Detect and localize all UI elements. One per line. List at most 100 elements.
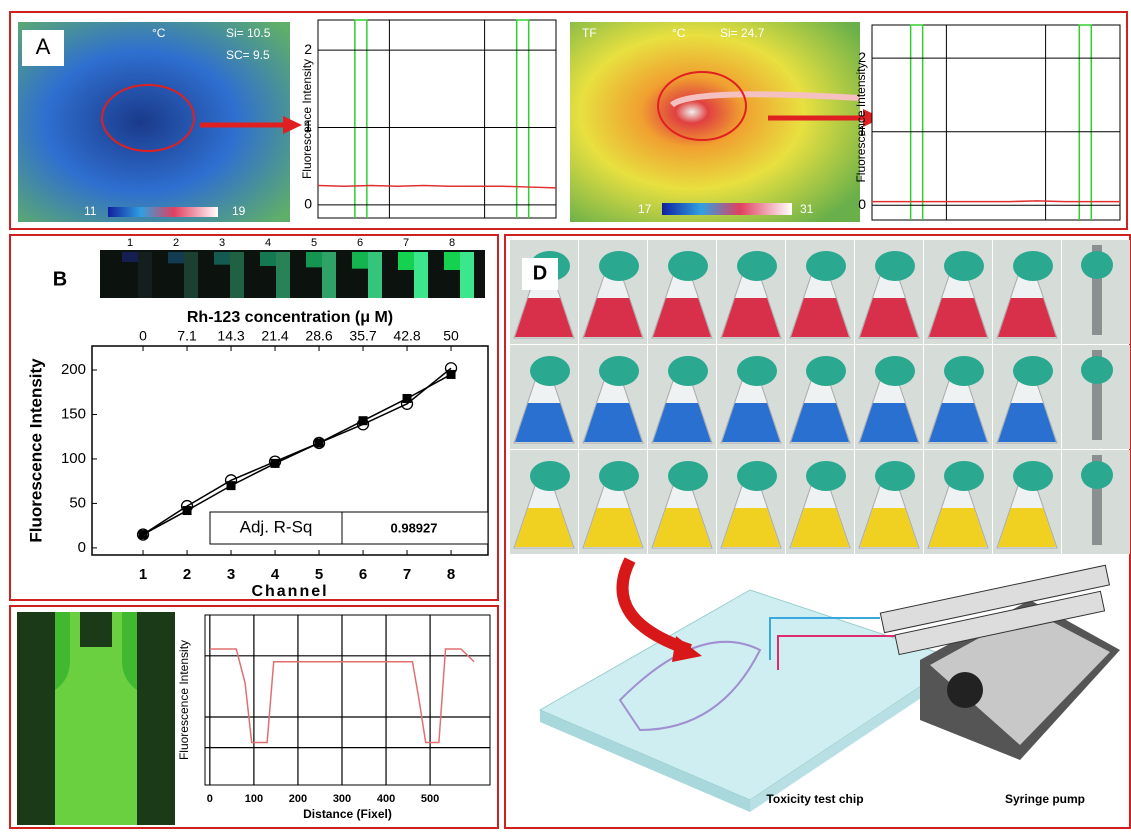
x-tick-label: 500 [421, 793, 439, 805]
flask-photos [510, 240, 1130, 554]
panel-label: A [36, 34, 51, 59]
glove [1081, 356, 1113, 384]
gel-band [230, 252, 244, 298]
x2-tick-label: 21.4 [261, 328, 288, 344]
x-tick-label: 2 [183, 566, 191, 583]
gel-band [122, 252, 138, 262]
gel-band [414, 252, 428, 298]
x-axis-label: Channel [251, 583, 328, 600]
glove [599, 251, 639, 281]
gel-band [138, 252, 152, 298]
plot-frame [872, 25, 1120, 220]
glove [737, 356, 777, 386]
channel-image [17, 612, 55, 825]
glove [1081, 251, 1113, 279]
gel-band [368, 252, 382, 298]
color-scale [108, 207, 218, 217]
y-tick-label: 200 [61, 361, 86, 378]
glove [1013, 356, 1053, 386]
glove [875, 251, 915, 281]
x-tick-label: 1 [139, 566, 147, 583]
glove [530, 461, 570, 491]
x2-tick-label: 0 [139, 328, 147, 344]
data-line [872, 201, 1120, 202]
glove [875, 461, 915, 491]
lane-label: 1 [127, 237, 133, 249]
x-tick-label: 200 [289, 793, 307, 805]
glove [806, 356, 846, 386]
x2-tick-label: 7.1 [177, 328, 197, 344]
x-tick-label: 6 [359, 566, 367, 583]
glove [944, 251, 984, 281]
caption: Toxicity test chip [766, 792, 863, 806]
glove [599, 356, 639, 386]
y-axis-label: Fluorescence Intensity [26, 358, 45, 543]
image-text: SC= 9.5 [226, 48, 270, 62]
glove [806, 461, 846, 491]
lane-label: 3 [219, 237, 225, 249]
gel-band [184, 252, 198, 298]
x-tick-label: 5 [315, 566, 323, 583]
image-text: 11 [84, 204, 97, 218]
y-tick-label: 50 [69, 494, 86, 511]
gel-band [260, 252, 276, 266]
x2-tick-label: 28.6 [305, 328, 332, 344]
glove [668, 251, 708, 281]
gel-band [306, 252, 322, 267]
color-scale [662, 203, 792, 215]
image-text: °C [152, 26, 166, 40]
x2-tick-label: 14.3 [217, 328, 244, 344]
image-text: 19 [232, 204, 246, 218]
lane-label: 4 [265, 237, 271, 249]
chart-title: Rh-123 concentration (μ M) [187, 309, 393, 326]
arrow-head [283, 116, 302, 134]
image-text: Si= 24.7 [720, 26, 765, 40]
glove [668, 356, 708, 386]
y-tick-label: 0 [858, 196, 866, 212]
glove [737, 461, 777, 491]
x-tick-label: 8 [447, 566, 455, 583]
x2-tick-label: 35.7 [349, 328, 376, 344]
panel-label: B [53, 268, 67, 290]
gel-band [444, 252, 460, 270]
y-axis-label: Fluorescence Intensity [300, 59, 314, 179]
x-tick-label: 3 [227, 566, 235, 583]
gel-band [276, 252, 290, 298]
y-axis-label: Fluorescence Intensity [854, 62, 868, 182]
image-text: Si= 10.5 [226, 26, 271, 40]
y-tick-label: 2 [304, 41, 312, 57]
channel-image [80, 612, 112, 647]
y-tick-label: 0 [78, 539, 86, 556]
image-text: TF [582, 26, 597, 40]
x-tick-label: 100 [245, 793, 263, 805]
x2-tick-label: 42.8 [393, 328, 420, 344]
y-tick-label: 150 [61, 405, 86, 422]
annotation-label: Adj. R-Sq [240, 517, 313, 536]
y-tick-label: 100 [61, 450, 86, 467]
x2-tick-label: 50 [443, 328, 459, 344]
glove [875, 356, 915, 386]
image-text: 17 [638, 202, 652, 216]
lane-label: 5 [311, 237, 317, 249]
caption: Syringe pump [1005, 792, 1085, 806]
gel-band [460, 252, 474, 298]
plot-frame [205, 615, 490, 785]
gel-band [214, 252, 230, 265]
y-tick-label: 0 [304, 196, 312, 212]
figure: °C Si= 10.5 SC= 9.5 11 19 TF °C Si= 24.7… [0, 0, 1131, 829]
gel-band [168, 252, 184, 263]
x-axis-label: Distance (Fixel) [303, 807, 392, 821]
panel-label: D [533, 262, 547, 284]
x-tick-label: 0 [207, 793, 213, 805]
glove [806, 251, 846, 281]
glove [944, 356, 984, 386]
thermal-image [570, 22, 860, 222]
x-tick-label: 300 [333, 793, 351, 805]
channel-image [137, 612, 175, 825]
glove [1013, 461, 1053, 491]
y-tick-label: 2 [858, 49, 866, 65]
glove [530, 356, 570, 386]
y-axis-label: Fluorescence Intensity [177, 640, 191, 760]
glove [668, 461, 708, 491]
lane-label: 7 [403, 237, 409, 249]
